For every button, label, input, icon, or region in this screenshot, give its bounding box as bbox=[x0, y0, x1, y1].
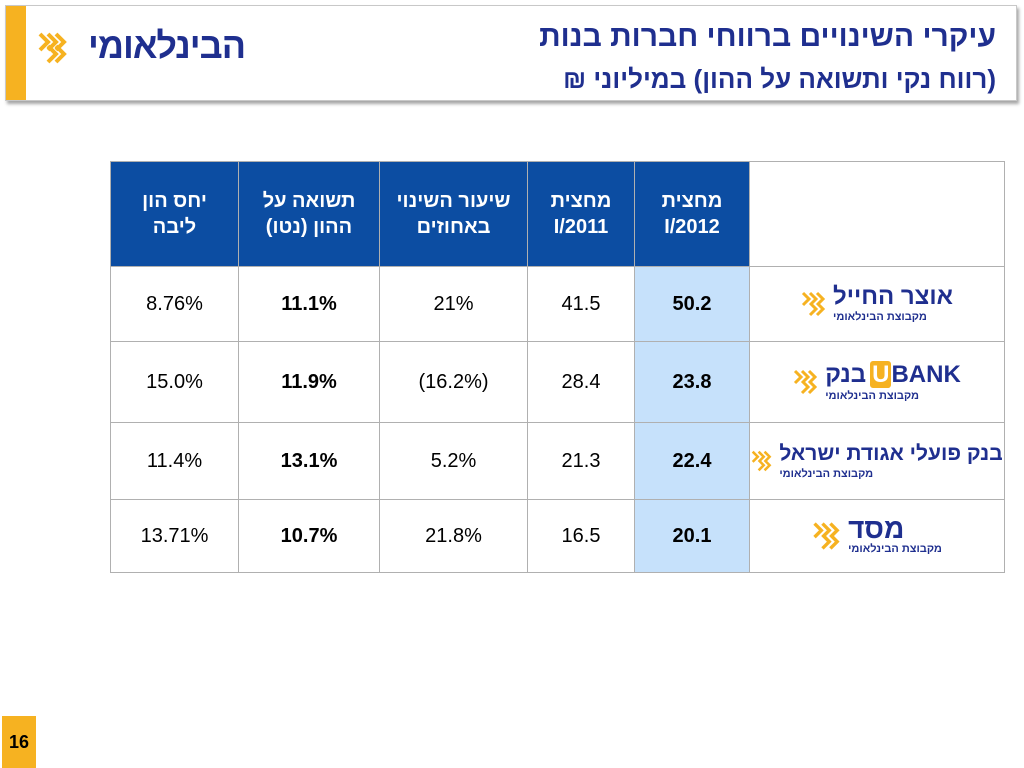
cell-h1-2012: 50.2 bbox=[634, 266, 750, 342]
column-header-line: שיעור השינוי bbox=[396, 190, 511, 212]
column-header-core-capital: יחס הון ליבה bbox=[110, 161, 239, 267]
bank-subtitle: מקבוצת הבינלאומי bbox=[825, 390, 920, 402]
slide-title: עיקרי השינויים ברווחי חברות בנות bbox=[539, 20, 996, 53]
bank-brand-latin: UBANK bbox=[870, 361, 961, 389]
page-number: 16 bbox=[2, 716, 36, 768]
cell-change: (16.2%) bbox=[379, 341, 528, 423]
cell-change: 5.2% bbox=[379, 422, 528, 500]
column-header-line: באחוזים bbox=[416, 216, 491, 238]
cell-change: 21% bbox=[379, 266, 528, 342]
cell-h1-2012: 20.1 bbox=[634, 499, 750, 573]
column-header-line: מחצית bbox=[550, 190, 612, 212]
column-header-roe: תשואה על ההון (נטו) bbox=[238, 161, 380, 267]
brand-logo: הבינלאומי bbox=[36, 24, 246, 68]
column-header-line: תשואה על bbox=[262, 190, 356, 212]
table-row: בנק פועלי אגודת ישראל מקבוצת הבינלאומי 2… bbox=[110, 422, 1005, 500]
cell-core-capital: 13.71% bbox=[110, 499, 239, 573]
cell-h1-2011: 16.5 bbox=[527, 499, 635, 573]
cell-roe: 11.9% bbox=[238, 341, 380, 423]
bank-subtitle: מקבוצת הבינלאומי bbox=[848, 543, 942, 555]
brand-name: הבינלאומי bbox=[88, 25, 246, 66]
table-header-row: מחצית I/2012 מחצית I/2011 שיעור השינוי ב… bbox=[110, 161, 1005, 267]
cell-roe: 10.7% bbox=[238, 499, 380, 573]
ubank-u-mark: U bbox=[870, 361, 892, 388]
cell-h1-2012: 22.4 bbox=[634, 422, 750, 500]
cell-core-capital: 11.4% bbox=[110, 422, 239, 500]
bank-name: אוצר החייל bbox=[833, 283, 953, 310]
cell-h1-2011: 28.4 bbox=[527, 341, 635, 423]
column-header-change: שיעור השינוי באחוזים bbox=[379, 161, 528, 267]
bank-subtitle: מקבוצת הבינלאומי bbox=[833, 311, 927, 323]
column-header-line: I/2011 bbox=[553, 216, 609, 238]
cell-core-capital: 15.0% bbox=[110, 341, 239, 423]
bank-name: בנק bbox=[825, 361, 867, 388]
column-header-h1-2011: מחצית I/2011 bbox=[527, 161, 635, 267]
slide-subtitle: (רווח נקי ותשואה על ההון) במיליוני ₪ bbox=[563, 64, 996, 94]
cell-h1-2011: 41.5 bbox=[527, 266, 635, 342]
column-header-line: יחס הון bbox=[142, 190, 207, 212]
column-header-line: מחצית bbox=[661, 190, 723, 212]
knot-logo-icon bbox=[801, 291, 826, 317]
bank-logo-ubank: UBANK בנק מקבוצת הבינלאומי bbox=[749, 341, 1005, 423]
slide-header: הבינלאומי עיקרי השינויים ברווחי חברות בנ… bbox=[5, 5, 1017, 101]
table-row: מסד מקבוצת הבינלאומי 20.1 16.5 21.8% 10.… bbox=[110, 499, 1005, 573]
bank-logo-massad: מסד מקבוצת הבינלאומי bbox=[749, 499, 1005, 573]
bank-name: מסד bbox=[848, 513, 905, 544]
column-header-line: ההון (נטו) bbox=[265, 216, 353, 238]
cell-core-capital: 8.76% bbox=[110, 266, 239, 342]
header-accent-bar bbox=[6, 6, 26, 100]
ubank-brand-text: BANK bbox=[891, 361, 961, 388]
column-header-line: ליבה bbox=[152, 216, 197, 238]
table-row: אוצר החייל מקבוצת הבינלאומי 50.2 41.5 21… bbox=[110, 266, 1005, 342]
bank-subtitle: מקבוצת הבינלאומי bbox=[779, 468, 874, 480]
cell-roe: 13.1% bbox=[238, 422, 380, 500]
cell-roe: 11.1% bbox=[238, 266, 380, 342]
column-header-h1-2012: מחצית I/2012 bbox=[634, 161, 750, 267]
knot-logo-icon bbox=[794, 369, 818, 395]
knot-logo-icon bbox=[813, 522, 840, 550]
subsidiaries-table: מחצית I/2012 מחצית I/2011 שיעור השינוי ב… bbox=[110, 161, 1005, 573]
knot-logo-icon bbox=[752, 450, 772, 472]
knot-logo-icon bbox=[38, 32, 67, 64]
bank-logo-otsar-hahayal: אוצר החייל מקבוצת הבינלאומי bbox=[749, 266, 1005, 342]
cell-change: 21.8% bbox=[379, 499, 528, 573]
bank-logo-poalei-agudat-israel: בנק פועלי אגודת ישראל מקבוצת הבינלאומי bbox=[749, 422, 1005, 500]
cell-h1-2011: 21.3 bbox=[527, 422, 635, 500]
table-row: UBANK בנק מקבוצת הבינלאומי 23.8 28.4 (16… bbox=[110, 341, 1005, 423]
column-header-line: I/2012 bbox=[664, 216, 720, 238]
bank-name: בנק פועלי אגודת ישראל bbox=[779, 442, 1003, 465]
cell-h1-2012: 23.8 bbox=[634, 341, 750, 423]
logo-column-header bbox=[749, 161, 1005, 267]
